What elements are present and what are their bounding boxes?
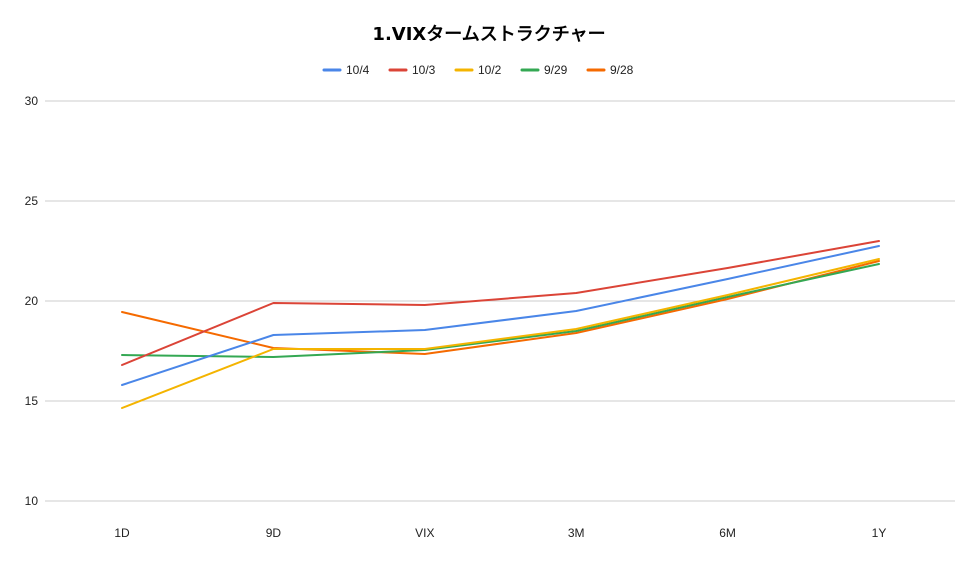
legend: 10/4 10/3 10/2 9/29 9/28: [322, 63, 634, 77]
y-tick-label: 15: [25, 394, 39, 408]
legend-label: 9/29: [544, 63, 568, 77]
y-axis-ticks: 10 15 20 25 30: [25, 94, 39, 508]
chart-title: 1.VIXタームストラクチャー: [372, 24, 605, 45]
x-tick-label: 1Y: [872, 526, 887, 540]
y-tick-label: 25: [25, 194, 39, 208]
series-lines: [121, 240, 880, 409]
gridlines: [45, 100, 955, 502]
series-line-10-4: [121, 245, 880, 386]
series-line-9-29: [121, 263, 880, 358]
legend-label: 10/2: [478, 63, 502, 77]
legend-label: 10/3: [412, 63, 436, 77]
y-tick-label: 20: [25, 294, 39, 308]
x-tick-label: 9D: [266, 526, 282, 540]
x-tick-label: 1D: [114, 526, 130, 540]
series-line-9-28: [121, 260, 880, 355]
y-tick-label: 10: [25, 494, 39, 508]
legend-label: 9/28: [610, 63, 634, 77]
x-tick-label: VIX: [415, 526, 434, 540]
legend-label: 10/4: [346, 63, 370, 77]
y-tick-label: 30: [25, 94, 39, 108]
x-axis-ticks: 1D 9D VIX 3M 6M 1Y: [114, 526, 886, 540]
series-line-10-2: [121, 258, 880, 409]
series-line-10-3: [121, 240, 880, 366]
x-tick-label: 3M: [568, 526, 585, 540]
x-tick-label: 6M: [719, 526, 736, 540]
